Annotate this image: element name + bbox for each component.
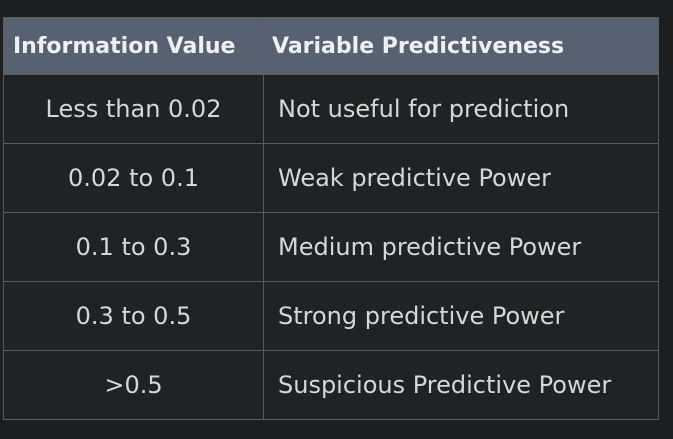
information-value-table: Information Value Variable Predictivenes… — [3, 17, 659, 420]
predictiveness-cell: Strong predictive Power — [263, 281, 659, 351]
information-value-cell: Less than 0.02 — [3, 74, 264, 144]
table-row: >0.5 Suspicious Predictive Power — [3, 350, 659, 420]
information-value-cell: 0.02 to 0.1 — [3, 143, 264, 213]
predictiveness-cell: Medium predictive Power — [263, 212, 659, 282]
table-row: 0.02 to 0.1 Weak predictive Power — [3, 143, 659, 213]
predictiveness-cell: Suspicious Predictive Power — [263, 350, 659, 420]
information-value-cell: >0.5 — [3, 350, 264, 420]
table-row: 0.3 to 0.5 Strong predictive Power — [3, 281, 659, 351]
table-header: Information Value Variable Predictivenes… — [3, 17, 659, 75]
header-row: Information Value Variable Predictivenes… — [3, 17, 659, 75]
information-value-cell: 0.3 to 0.5 — [3, 281, 264, 351]
table-body: Less than 0.02 Not useful for prediction… — [3, 74, 659, 420]
header-variable-predictiveness: Variable Predictiveness — [263, 17, 659, 75]
predictiveness-cell: Weak predictive Power — [263, 143, 659, 213]
predictiveness-cell: Not useful for prediction — [263, 74, 659, 144]
header-information-value: Information Value — [3, 17, 264, 75]
table-row: 0.1 to 0.3 Medium predictive Power — [3, 212, 659, 282]
information-value-cell: 0.1 to 0.3 — [3, 212, 264, 282]
table-row: Less than 0.02 Not useful for prediction — [3, 74, 659, 144]
